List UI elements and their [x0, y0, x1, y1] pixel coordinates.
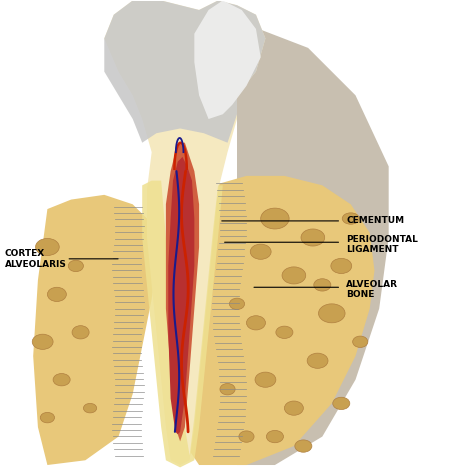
- Ellipse shape: [220, 383, 235, 395]
- Ellipse shape: [53, 373, 70, 386]
- Ellipse shape: [239, 431, 254, 442]
- Ellipse shape: [301, 229, 325, 246]
- Ellipse shape: [36, 238, 59, 256]
- Ellipse shape: [295, 440, 312, 452]
- Polygon shape: [194, 0, 261, 119]
- Ellipse shape: [307, 353, 328, 368]
- Ellipse shape: [32, 334, 53, 350]
- Ellipse shape: [40, 412, 55, 423]
- Ellipse shape: [342, 213, 359, 224]
- Ellipse shape: [284, 401, 303, 415]
- Polygon shape: [166, 142, 199, 441]
- Ellipse shape: [282, 267, 306, 284]
- Ellipse shape: [331, 258, 352, 274]
- Ellipse shape: [319, 304, 345, 323]
- Ellipse shape: [261, 208, 289, 229]
- Polygon shape: [142, 180, 223, 467]
- Ellipse shape: [72, 326, 89, 339]
- Ellipse shape: [314, 279, 331, 291]
- Polygon shape: [237, 24, 389, 465]
- Text: PERIODONTAL
LIGAMENT: PERIODONTAL LIGAMENT: [346, 235, 418, 254]
- Text: CORTEX
ALVEOLARIS: CORTEX ALVEOLARIS: [5, 249, 67, 268]
- Ellipse shape: [83, 403, 97, 413]
- Polygon shape: [168, 157, 194, 434]
- Polygon shape: [33, 195, 156, 465]
- Polygon shape: [161, 176, 374, 465]
- Polygon shape: [104, 0, 265, 142]
- Ellipse shape: [68, 260, 83, 272]
- Ellipse shape: [229, 298, 245, 310]
- Text: ALVEOLAR
BONE: ALVEOLAR BONE: [346, 280, 398, 299]
- Text: CEMENTUM: CEMENTUM: [346, 217, 404, 226]
- Ellipse shape: [47, 287, 66, 302]
- Ellipse shape: [246, 316, 265, 330]
- Ellipse shape: [266, 430, 283, 443]
- Ellipse shape: [250, 244, 271, 259]
- Ellipse shape: [276, 326, 293, 339]
- Ellipse shape: [333, 397, 350, 409]
- Ellipse shape: [255, 372, 276, 387]
- Ellipse shape: [353, 336, 368, 348]
- Polygon shape: [104, 0, 265, 465]
